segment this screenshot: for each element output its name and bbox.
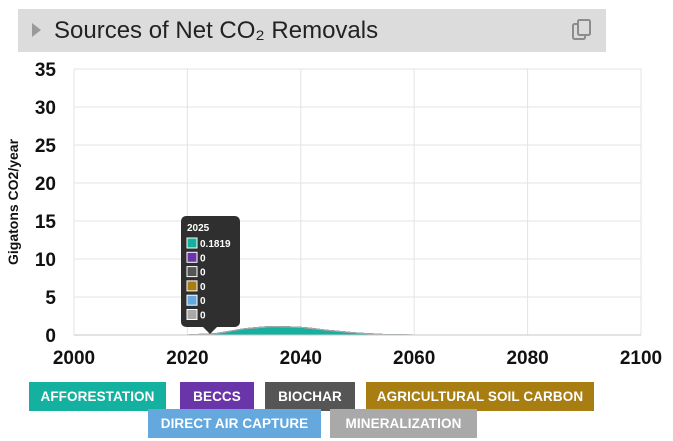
chart-header[interactable]: Sources of Net CO₂ Removals [18, 9, 606, 52]
y-tick-label: 35 [35, 60, 57, 81]
chart-grid [73, 68, 642, 336]
tooltip-swatch [186, 266, 198, 278]
y-tick-label: 15 [35, 212, 57, 233]
tooltip-swatch [186, 251, 198, 263]
chart-legend: AFFORESTATION BECCS BIOCHAR AGRICULTURAL SO… [0, 381, 673, 441]
x-tick-label: 2040 [280, 348, 322, 369]
legend-chip-mineralization[interactable]: MINERALIZATION [330, 409, 477, 438]
expand-triangle-icon[interactable] [32, 23, 41, 37]
chart-tooltip: 2025 0.1819 0 0 0 0 0 [181, 216, 240, 334]
legend-chip-biochar[interactable]: BIOCHAR [265, 382, 355, 411]
y-tick-label: 20 [35, 174, 56, 195]
y-tick-label: 0 [45, 326, 56, 347]
tooltip-year: 2025 [187, 223, 210, 234]
x-tick-label: 2080 [506, 348, 548, 369]
legend-chip-direct-air-capture[interactable]: DIRECT AIR CAPTURE [148, 409, 321, 438]
x-tick-label: 2060 [393, 348, 435, 369]
legend-chip-agricultural-soil-carbon[interactable]: AGRICULTURAL SOIL CARBON [366, 382, 594, 411]
x-tick-label: 2020 [166, 348, 208, 369]
tooltip-value: 0 [200, 253, 206, 264]
x-tick-label: 2000 [53, 348, 95, 369]
tooltip-swatch [186, 237, 198, 249]
y-tick-label: 10 [35, 250, 56, 271]
y-tick-label: 30 [35, 98, 56, 119]
chart-title: Sources of Net CO₂ Removals [54, 17, 379, 44]
tooltip-value: 0 [200, 311, 206, 322]
y-tick-label: 25 [35, 136, 57, 157]
tooltip-value: 0 [200, 282, 206, 293]
x-tick-label: 2100 [620, 348, 662, 369]
tooltip-swatch [186, 294, 198, 306]
tooltip-pointer [203, 327, 217, 334]
tooltip-value: 0.1819 [200, 239, 231, 250]
y-tick-label: 5 [45, 288, 56, 309]
tooltip-swatch [186, 280, 198, 292]
tooltip-value: 0 [200, 268, 206, 279]
legend-chip-beccs[interactable]: BECCS [180, 382, 254, 411]
copy-icon[interactable] [571, 19, 593, 43]
y-axis-label: Gigatons CO2/year [5, 138, 21, 265]
legend-chip-afforestation[interactable]: AFFORESTATION [29, 382, 166, 411]
tooltip-swatch [186, 309, 198, 320]
tooltip-value: 0 [200, 296, 206, 307]
